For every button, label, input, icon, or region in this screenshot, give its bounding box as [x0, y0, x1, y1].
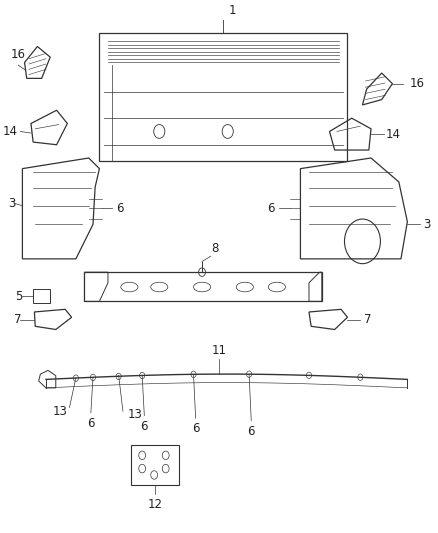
Bar	[85, 272, 322, 301]
Text: 13: 13	[127, 408, 142, 421]
Text: 7: 7	[364, 313, 371, 326]
Text: 11: 11	[212, 344, 227, 357]
Text: 14: 14	[386, 127, 401, 141]
Text: 14: 14	[2, 125, 17, 138]
Text: 6: 6	[141, 420, 148, 433]
Text: 6: 6	[247, 425, 255, 438]
Text: 6: 6	[267, 202, 275, 215]
Text: 3: 3	[8, 197, 15, 209]
Bar	[131, 445, 179, 484]
Text: 3: 3	[424, 218, 431, 231]
Text: 6: 6	[192, 423, 199, 435]
Text: 6: 6	[116, 202, 123, 215]
Text: 7: 7	[14, 313, 21, 326]
Text: 6: 6	[87, 417, 95, 430]
Text: 5: 5	[15, 289, 23, 303]
Text: 16: 16	[11, 48, 26, 61]
Text: 8: 8	[211, 242, 219, 255]
Text: 13: 13	[53, 405, 67, 418]
Text: 16: 16	[410, 77, 424, 90]
Text: 1: 1	[228, 4, 236, 17]
Text: 12: 12	[148, 498, 162, 511]
